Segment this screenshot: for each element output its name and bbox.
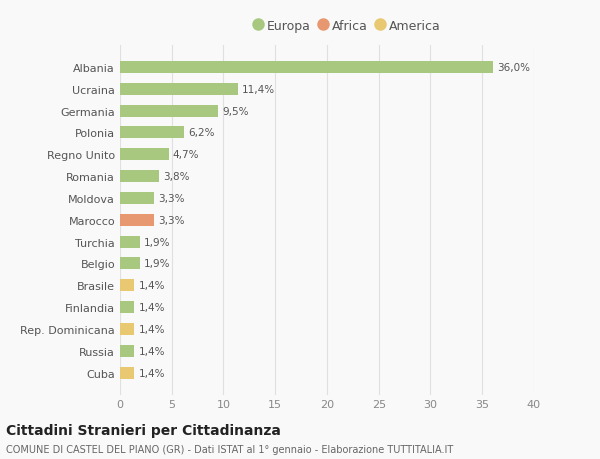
Text: Cittadini Stranieri per Cittadinanza: Cittadini Stranieri per Cittadinanza [6, 423, 281, 437]
Bar [120, 236, 140, 248]
Text: COMUNE DI CASTEL DEL PIANO (GR) - Dati ISTAT al 1° gennaio - Elaborazione TUTTIT: COMUNE DI CASTEL DEL PIANO (GR) - Dati I… [6, 444, 453, 454]
Bar [120, 345, 134, 357]
Text: 1,4%: 1,4% [139, 325, 165, 334]
Text: 1,4%: 1,4% [139, 368, 165, 378]
Text: 3,3%: 3,3% [158, 215, 185, 225]
Text: 9,5%: 9,5% [223, 106, 249, 116]
Text: 1,9%: 1,9% [144, 237, 170, 247]
Bar [120, 127, 184, 139]
Bar [120, 171, 160, 183]
Text: 1,9%: 1,9% [144, 259, 170, 269]
Text: 36,0%: 36,0% [497, 63, 530, 73]
Bar [120, 258, 140, 270]
Text: 6,2%: 6,2% [188, 128, 215, 138]
Bar [120, 302, 134, 313]
Bar [120, 192, 154, 205]
Text: 3,3%: 3,3% [158, 194, 185, 203]
Text: 1,4%: 1,4% [139, 281, 165, 291]
Bar [120, 367, 134, 379]
Legend: Europa, Africa, America: Europa, Africa, America [253, 17, 443, 35]
Bar [120, 149, 169, 161]
Bar [120, 106, 218, 118]
Bar [120, 280, 134, 292]
Text: 3,8%: 3,8% [163, 172, 190, 182]
Text: 4,7%: 4,7% [173, 150, 199, 160]
Bar [120, 84, 238, 95]
Bar [120, 62, 493, 74]
Text: 1,4%: 1,4% [139, 346, 165, 356]
Text: 1,4%: 1,4% [139, 302, 165, 313]
Bar [120, 214, 154, 226]
Text: 11,4%: 11,4% [242, 84, 275, 95]
Bar [120, 323, 134, 335]
